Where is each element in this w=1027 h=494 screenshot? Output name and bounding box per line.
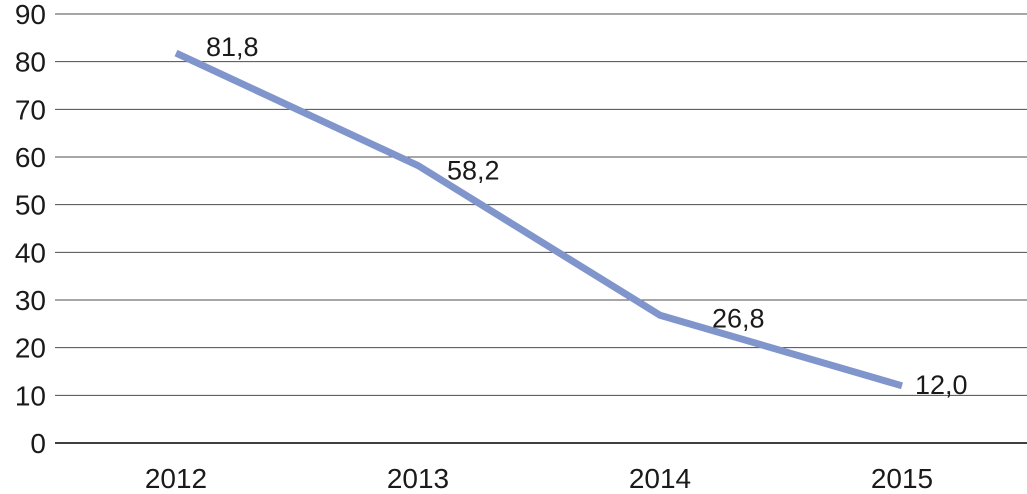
x-axis-tick-label: 2013 xyxy=(387,463,449,494)
data-series-line xyxy=(174,49,903,390)
data-point-label: 58,2 xyxy=(447,156,500,186)
y-axis-tick-label: 80 xyxy=(15,47,46,78)
y-axis-tick-label: 10 xyxy=(15,380,46,411)
y-axis-tick-label: 20 xyxy=(15,333,46,364)
data-point-label: 26,8 xyxy=(712,303,765,333)
x-axis-tick-label: 2012 xyxy=(145,463,207,494)
y-axis-tick-label: 0 xyxy=(30,428,46,459)
y-axis-tick-label: 50 xyxy=(15,190,46,221)
x-axis-tick-label: 2014 xyxy=(629,463,691,494)
data-point-label: 81,8 xyxy=(206,32,259,62)
y-axis-tick-label: 70 xyxy=(15,94,46,125)
y-axis-tick-label: 30 xyxy=(15,285,46,316)
y-axis-tick-label: 90 xyxy=(15,0,46,30)
data-point-label: 12,0 xyxy=(915,370,968,400)
x-axis-tick-label: 2015 xyxy=(871,463,933,494)
y-axis-tick-label: 40 xyxy=(15,237,46,268)
y-axis-tick-label: 60 xyxy=(15,142,46,173)
